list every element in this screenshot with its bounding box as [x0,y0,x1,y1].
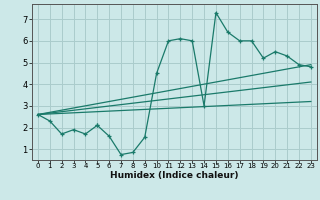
X-axis label: Humidex (Indice chaleur): Humidex (Indice chaleur) [110,171,239,180]
